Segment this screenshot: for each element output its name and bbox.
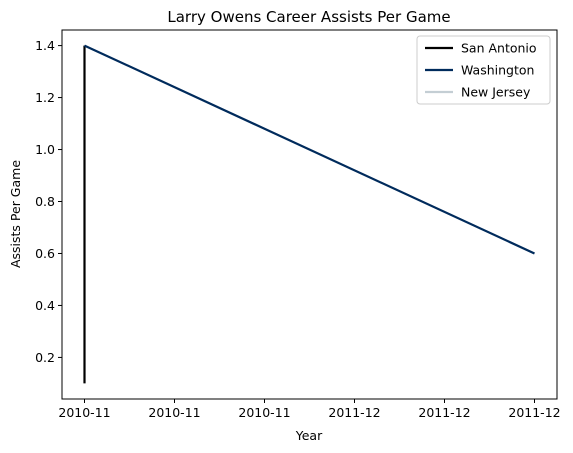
y-tick-label-0: 0.2 bbox=[35, 350, 55, 365]
legend-label-1: Washington bbox=[461, 63, 534, 78]
legend-box bbox=[416, 35, 551, 105]
y-tick-label-5: 1.2 bbox=[35, 90, 55, 105]
x-tick-label-4: 2011-12 bbox=[418, 405, 470, 420]
y-tick-label-4: 1.0 bbox=[35, 142, 55, 157]
y-tick-label-6: 1.4 bbox=[35, 38, 55, 53]
legend: San Antonio Washington New Jersey bbox=[416, 35, 551, 105]
x-tick-label-3: 2011-12 bbox=[328, 405, 380, 420]
x-tick-label-5: 2011-12 bbox=[508, 405, 560, 420]
y-tick-label-1: 0.4 bbox=[35, 298, 55, 313]
x-tick-label-0: 2010-11 bbox=[58, 405, 110, 420]
chart-title: Larry Owens Career Assists Per Game bbox=[167, 8, 450, 26]
x-axis: 2010-11 2010-11 2010-11 2011-12 2011-12 2011-… bbox=[58, 399, 561, 420]
y-axis: 0.2 0.4 0.6 0.8 1.0 1.2 1.4 bbox=[35, 38, 62, 365]
series-line-1 bbox=[84, 44, 535, 255]
plot-frame bbox=[61, 29, 558, 400]
y-tick-label-2: 0.6 bbox=[35, 246, 55, 261]
x-tick-label-2: 2010-11 bbox=[238, 405, 290, 420]
legend-label-0: San Antonio bbox=[461, 41, 537, 56]
y-tick-label-3: 0.8 bbox=[35, 194, 55, 209]
legend-label-2: New Jersey bbox=[461, 85, 531, 100]
x-tick-label-1: 2010-11 bbox=[148, 405, 200, 420]
y-axis-title: Assists Per Game bbox=[8, 160, 23, 268]
series-layer bbox=[83, 44, 535, 384]
x-axis-title: Year bbox=[295, 428, 323, 443]
